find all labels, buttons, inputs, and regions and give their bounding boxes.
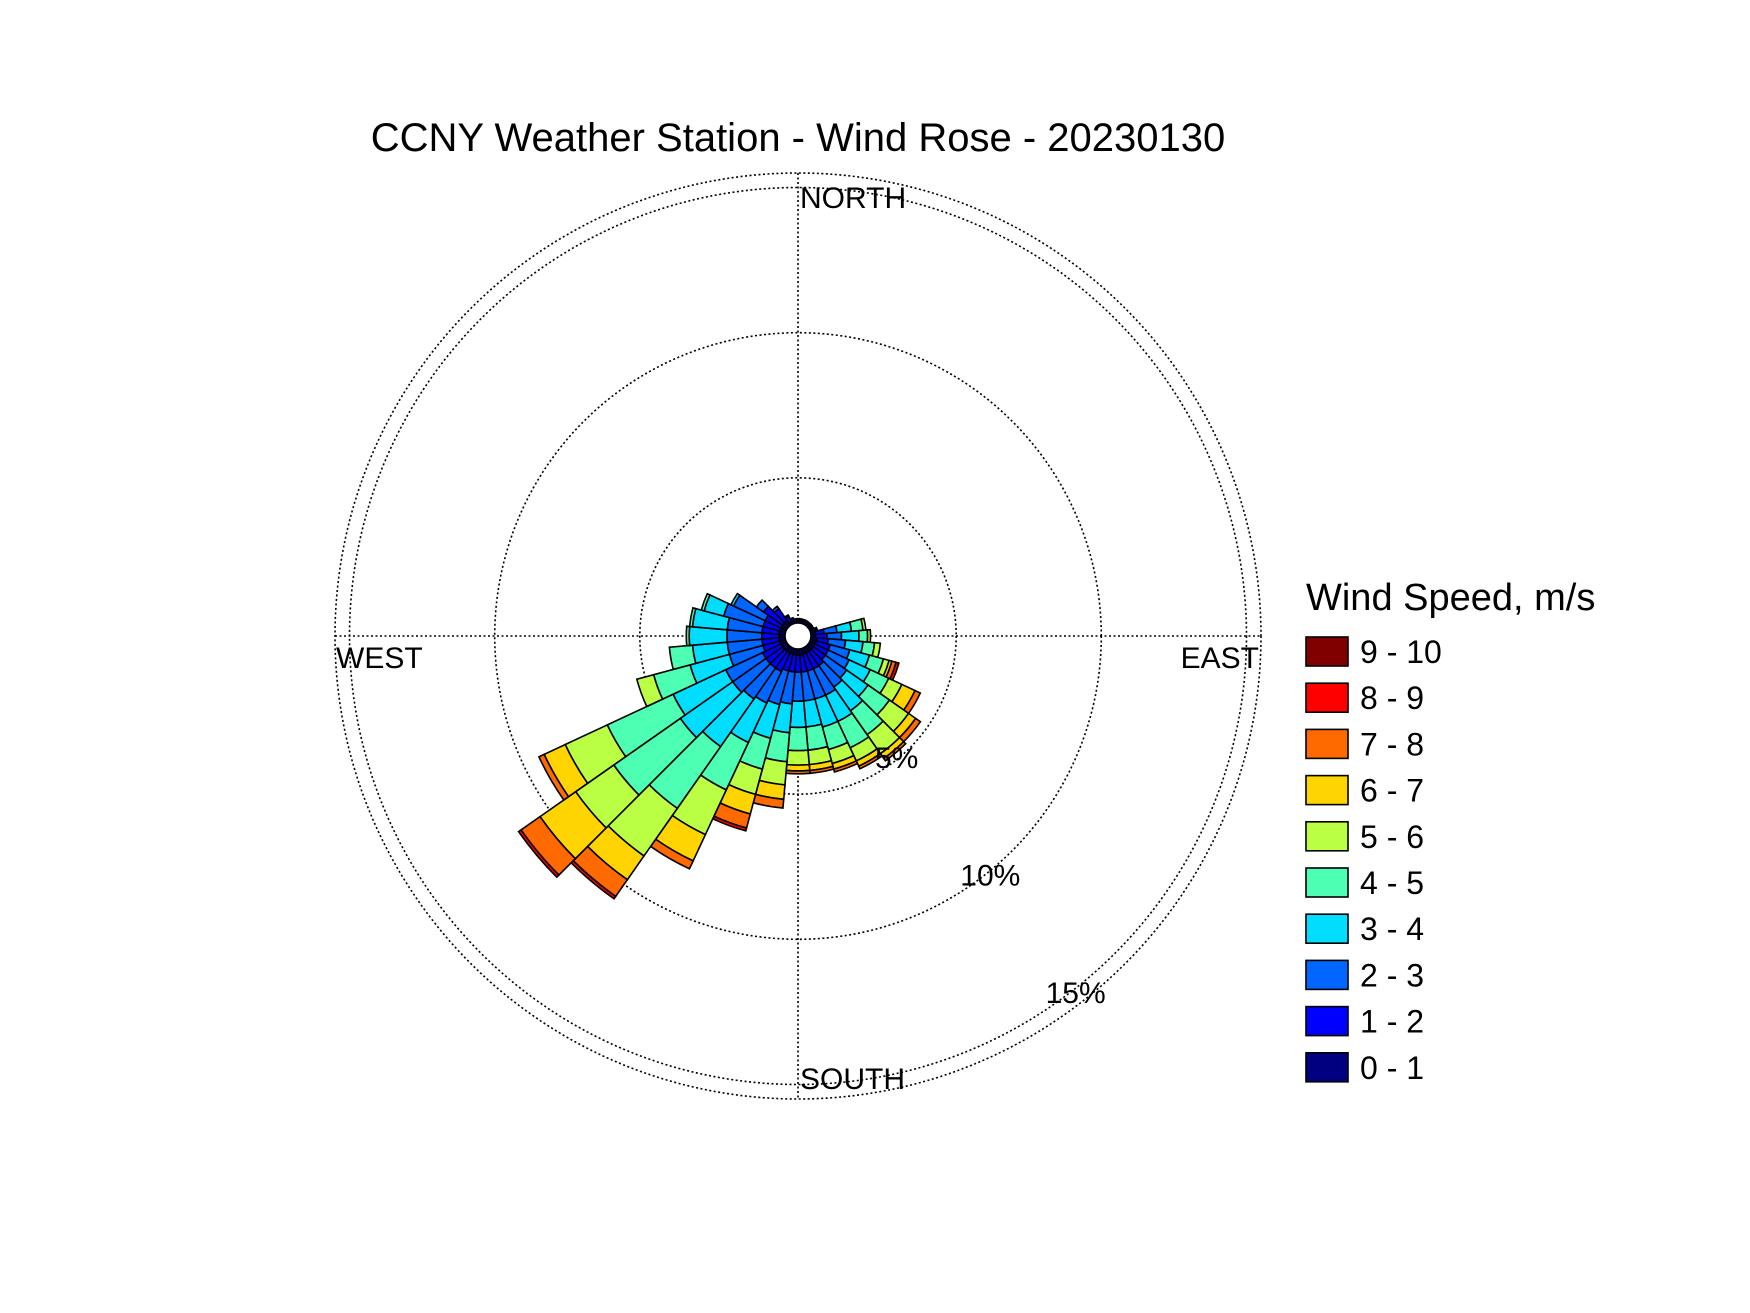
legend-label-4: 5 - 6: [1360, 819, 1424, 855]
segment-dir-90-bin-5: [866, 628, 872, 644]
segment-dir-140-bin-7: [882, 740, 907, 762]
wind-rose-segments: [517, 592, 922, 900]
segment-dir-180-bin-5: [785, 749, 811, 766]
legend-label-1: 8 - 9: [1360, 680, 1424, 716]
ring-labels: 5% 10% 15%: [875, 742, 1106, 1010]
segment-dir-180-bin-7: [785, 769, 811, 775]
legend-swatch-0: [1305, 636, 1349, 667]
legend-swatch-8: [1305, 1005, 1349, 1037]
ring-0: [638, 476, 957, 795]
segment-dir-180-bin-4: [787, 726, 809, 752]
legend-label-8: 1 - 2: [1360, 1004, 1424, 1040]
legend-label-9: 0 - 1: [1360, 1050, 1424, 1086]
legend-swatch-7: [1305, 959, 1349, 991]
ring-label-2: 15%: [1046, 977, 1106, 1010]
legend-swatch-3: [1305, 774, 1349, 806]
legend-swatch-6: [1305, 913, 1349, 945]
segment-dir-160-bin-7: [832, 759, 859, 773]
legend: Wind Speed, m/s 9 - 10 8 - 9 7 - 8 6 - 7 5 -…: [1305, 577, 1595, 1086]
legend-swatch-2: [1305, 728, 1349, 760]
legend-label-0: 9 - 10: [1360, 634, 1442, 670]
chart-title: CCNY Weather Station - Wind Rose - 20230…: [371, 116, 1226, 160]
segment-dir-250-bin-5: [635, 673, 664, 708]
segment-dir-320-bin-2: [771, 605, 781, 614]
south-label: SOUTH: [800, 1063, 905, 1096]
legend-swatch-5: [1305, 867, 1349, 898]
ring-1: [493, 331, 1103, 941]
ring-2: [348, 186, 1248, 1086]
segment-dir-230-bin-8: [517, 828, 561, 879]
segment-dir-310-bin-2: [755, 598, 770, 614]
segment-dir-280-bin-4: [688, 606, 697, 628]
west-label: WEST: [336, 642, 423, 675]
legend-swatch-9: [1305, 1052, 1349, 1083]
legend-title: Wind Speed, m/s: [1306, 577, 1595, 619]
legend-swatch-1: [1305, 682, 1349, 714]
legend-label-6: 3 - 4: [1360, 911, 1424, 947]
segment-dir-240-bin-7: [537, 753, 570, 802]
segment-dir-300-bin-3: [729, 592, 741, 608]
segment-dir-330-bin-2: [783, 613, 790, 620]
outer-ring: [334, 172, 1262, 1100]
segment-dir-260-bin-4: [668, 644, 697, 671]
segment-dir-290-bin-4: [700, 592, 711, 612]
legend-swatch-4: [1305, 820, 1349, 852]
east-label: EAST: [1181, 642, 1259, 675]
legend-label-7: 2 - 3: [1360, 957, 1424, 993]
legend-label-2: 7 - 8: [1360, 726, 1424, 762]
ring-label-0: 5%: [875, 742, 918, 775]
center-hole: [784, 622, 812, 650]
legend-label-5: 4 - 5: [1360, 865, 1424, 901]
segment-dir-90-bin-4: [857, 629, 869, 643]
segment-dir-350-bin-1: [792, 617, 798, 622]
segment-dir-150-bin-7: [857, 752, 884, 770]
segment-dir-270-bin-4: [685, 625, 691, 647]
ring-label-1: 10%: [960, 859, 1020, 892]
north-label: NORTH: [800, 182, 906, 215]
polar-grid: [334, 172, 1262, 1100]
legend-label-3: 6 - 7: [1360, 773, 1424, 809]
